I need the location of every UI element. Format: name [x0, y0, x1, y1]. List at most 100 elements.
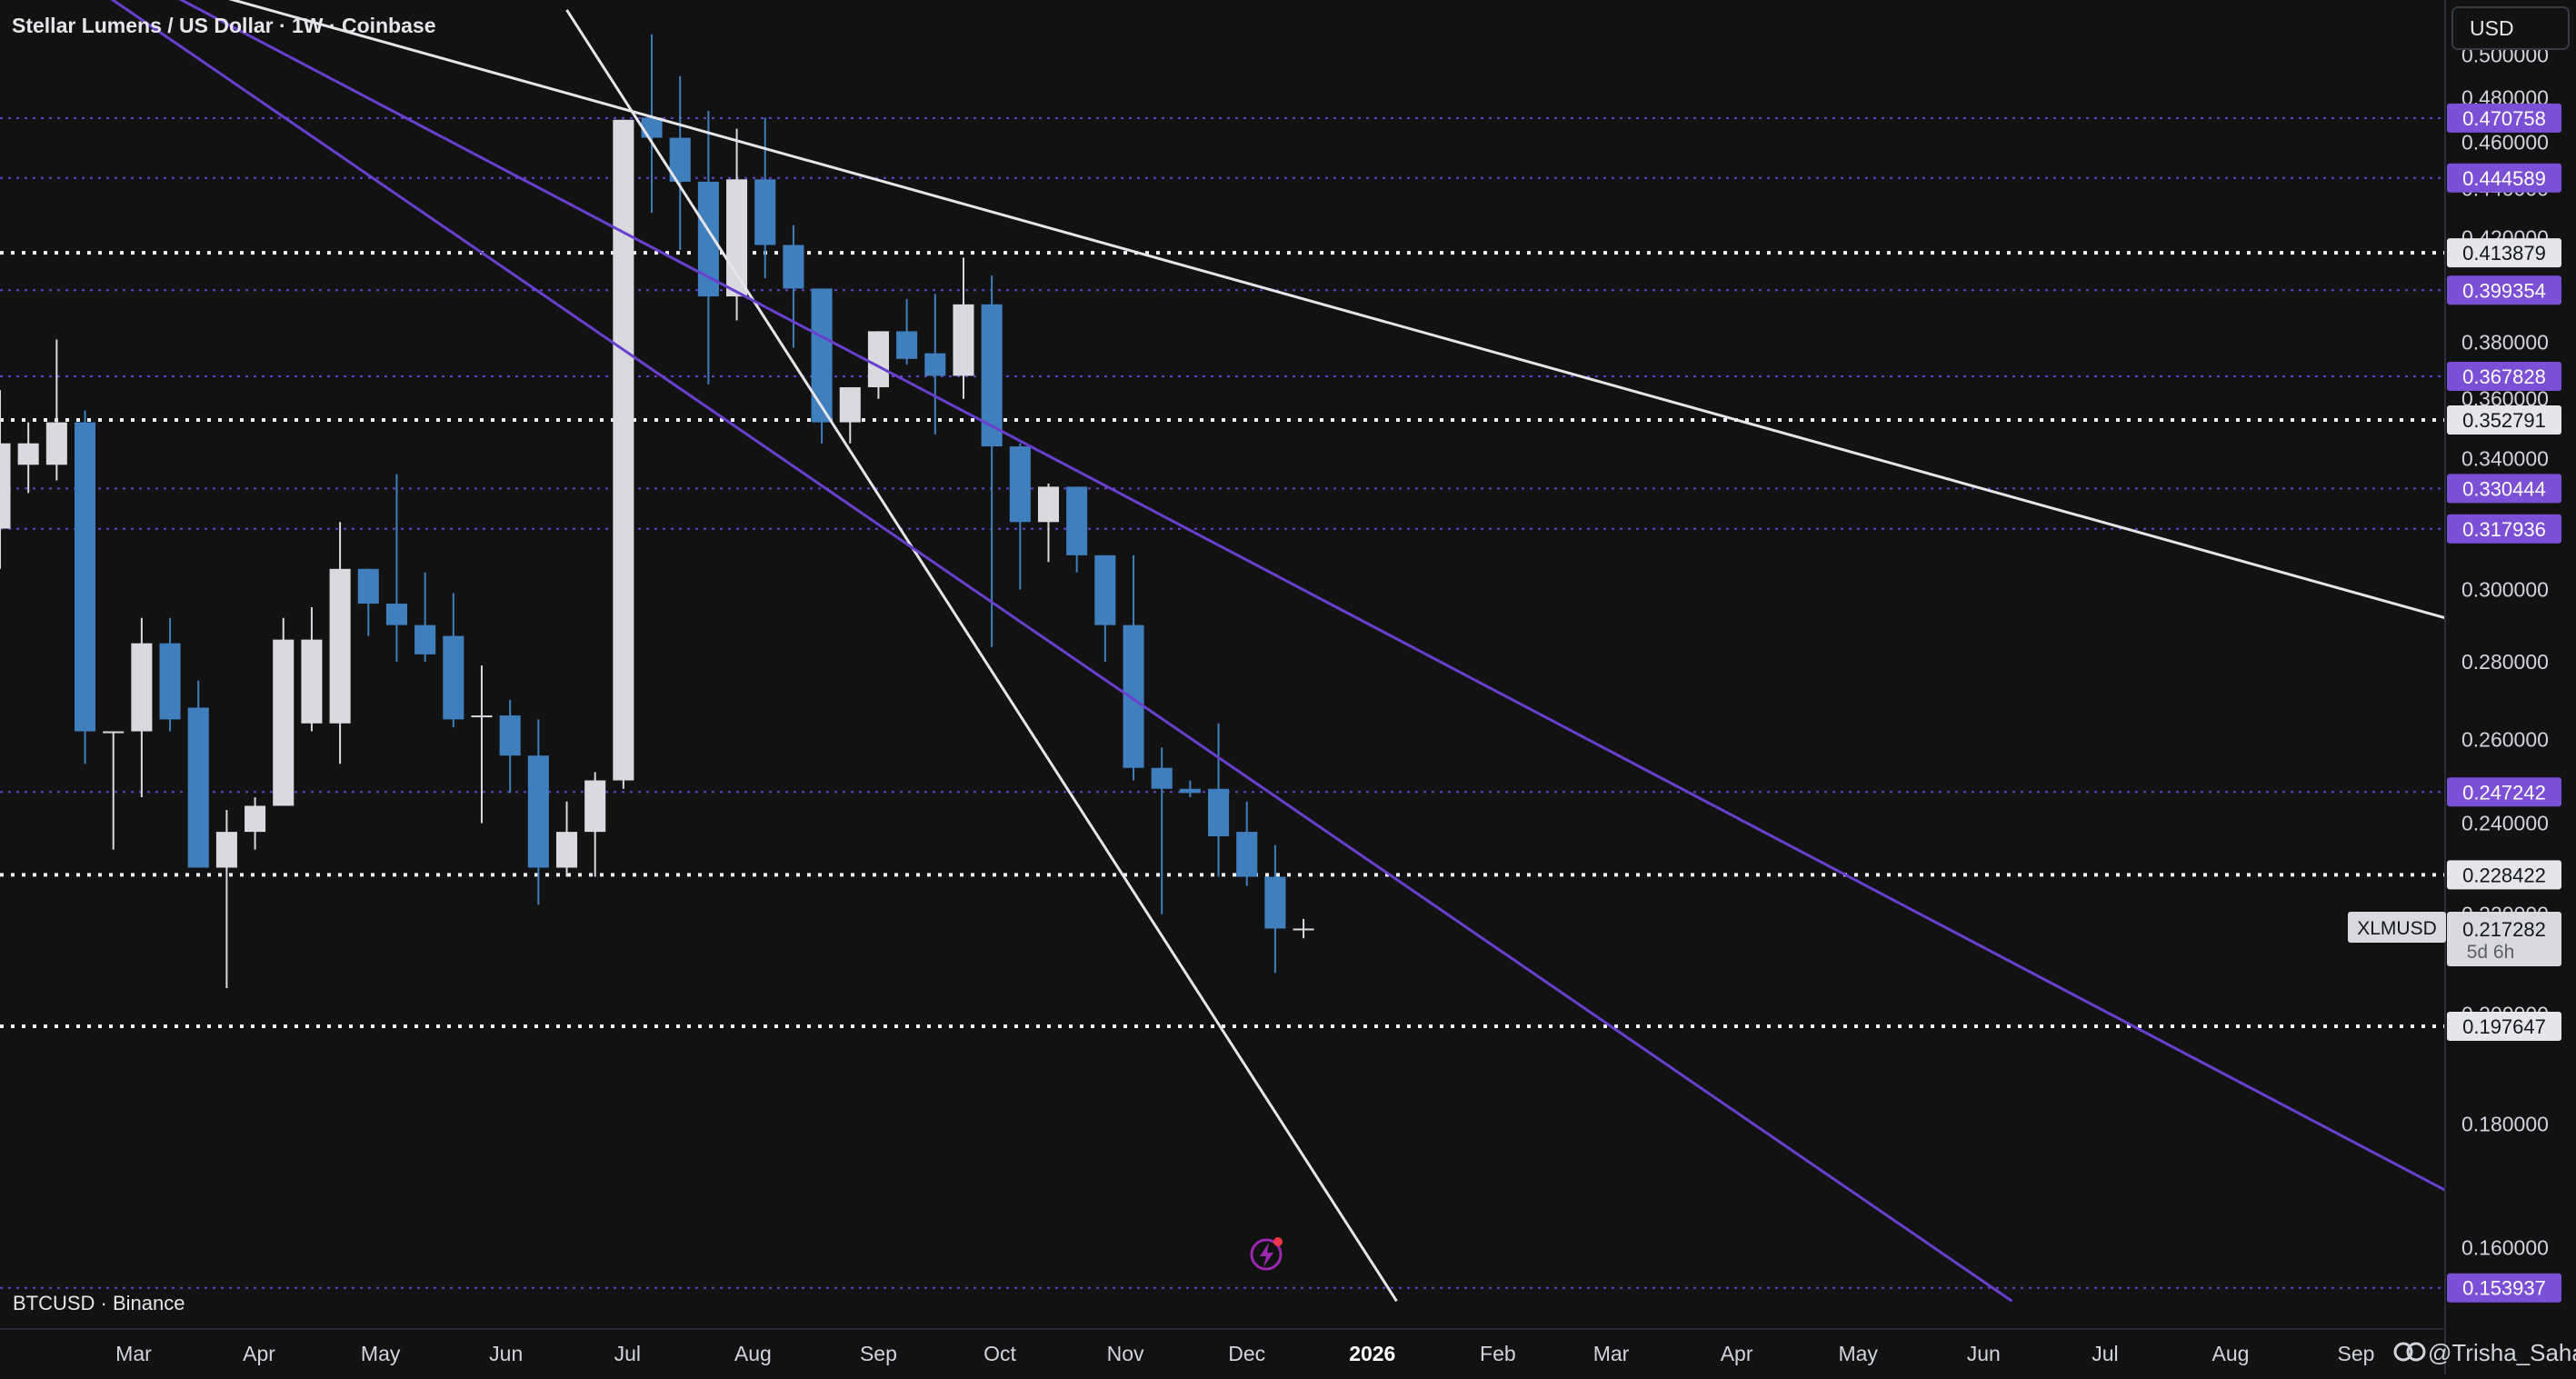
candle-20 [555, 801, 578, 877]
currency-button-frame[interactable] [2451, 6, 2570, 50]
candle-body-6 [159, 643, 181, 720]
watermark: @Trisha_Saha [2393, 1339, 2576, 1366]
candle-body-30 [839, 386, 861, 423]
candle-body-41 [1151, 767, 1173, 789]
candle-body-21 [584, 780, 606, 833]
chart-title: Stellar Lumens / US Dollar · 1W · Coinba… [12, 14, 435, 37]
currency-button-label[interactable]: USD [2470, 16, 2514, 40]
candle-41 [1151, 747, 1173, 914]
candle-body-24 [669, 137, 691, 182]
level-label-bg-9 [2447, 860, 2561, 890]
candle-body-20 [555, 832, 578, 868]
candle-14 [385, 474, 407, 663]
candle-10 [273, 617, 295, 806]
lightning-alert-icon[interactable] [1250, 1237, 1283, 1271]
candle-body-13 [357, 568, 379, 605]
candle-2 [45, 339, 67, 481]
candle-body-40 [1123, 625, 1144, 768]
candle-body-28 [783, 245, 804, 289]
candle-18 [499, 699, 521, 794]
candle-body-43 [1208, 788, 1230, 836]
level-label-5: 0.352791 [2462, 409, 2546, 432]
candle-body-36 [1009, 446, 1031, 523]
candles [0, 34, 1314, 988]
x-tick-label-12: Mar [1593, 1342, 1630, 1365]
level-label-bg-3 [2447, 275, 2561, 305]
currency-button[interactable]: USD [2451, 6, 2570, 50]
candle-44 [1236, 801, 1258, 886]
candle-35 [981, 275, 1003, 647]
candle-17 [471, 665, 493, 824]
x-tick-label-3: Jun [489, 1342, 523, 1365]
candle-45 [1264, 844, 1286, 974]
candle-body-39 [1094, 555, 1116, 625]
candle-body-8 [215, 832, 237, 868]
y-tick-label-6: 0.280000 [2461, 650, 2549, 674]
candle-body-37 [1037, 486, 1060, 523]
x-tick-label-11: Feb [1480, 1342, 1516, 1365]
horizontal-levels [0, 116, 2445, 1289]
x-tick-label-16: Jul [2092, 1342, 2118, 1365]
x-tick-label-0: Mar [115, 1342, 152, 1365]
candle-0 [0, 390, 11, 569]
x-tick-label-7: Oct [983, 1342, 1016, 1365]
candle-34 [953, 257, 974, 399]
level-label-bg-2 [2447, 238, 2561, 268]
candle-30 [839, 386, 861, 444]
overlay-symbol-label: BTCUSD · Binance [13, 1292, 185, 1314]
candle-body-16 [443, 635, 464, 720]
candle-6 [159, 617, 181, 732]
candle-body-2 [45, 422, 67, 465]
candle-body-17 [471, 715, 493, 718]
candle-4 [103, 731, 125, 850]
level-label-10: 0.197647 [2462, 1015, 2546, 1038]
candle-28 [783, 225, 804, 348]
candle-body-4 [103, 731, 125, 734]
y-tick-label-11: 0.380000 [2461, 330, 2549, 354]
trendline-0[interactable] [0, 0, 2446, 620]
candle-body-33 [924, 353, 946, 376]
watermark-text: @Trisha_Saha [2428, 1339, 2576, 1366]
candle-body-11 [301, 639, 323, 724]
candle-42 [1179, 780, 1201, 798]
candle-22 [613, 119, 634, 789]
time-axis[interactable]: Mar Apr May Jun Jul Aug Sep Oct Nov Dec 2026 Feb Mar… [115, 1342, 2374, 1365]
level-label-6: 0.330444 [2462, 477, 2546, 500]
x-tick-label-13: Apr [1721, 1342, 1753, 1365]
level-label-9: 0.228422 [2462, 864, 2546, 886]
candle-body-5 [131, 643, 153, 732]
current-symbol-text: XLMUSD [2357, 918, 2437, 939]
candle-body-15 [414, 625, 436, 655]
x-tick-label-17: Aug [2212, 1342, 2249, 1365]
candle-37 [1037, 483, 1060, 563]
level-label-bg-7 [2447, 514, 2561, 544]
level-label-bg-4 [2447, 361, 2561, 391]
candle-body-46 [1293, 928, 1314, 931]
candle-46 [1293, 918, 1314, 939]
candle-body-34 [953, 304, 974, 376]
candle-7 [187, 680, 209, 868]
x-tick-label-9: Dec [1228, 1342, 1265, 1365]
candle-16 [443, 593, 464, 728]
trendline-2[interactable] [0, 0, 2013, 1303]
level-label-11: 0.153937 [2462, 1277, 2546, 1300]
candle-body-0 [0, 443, 11, 529]
trendline-3[interactable] [8, 0, 2446, 1192]
level-label-8: 0.247242 [2462, 781, 2546, 804]
y-tick-label-1: 0.180000 [2461, 1113, 2549, 1136]
level-label-bg-6 [2447, 474, 2561, 504]
trendline-1[interactable] [565, 9, 1398, 1303]
candle-body-25 [697, 181, 719, 297]
candle-21 [584, 772, 606, 877]
candle-body-12 [329, 568, 351, 724]
current-price-marker: XLMUSD 0.217282 5d 6h [2348, 912, 2561, 966]
candle-38 [1066, 486, 1088, 573]
candle-24 [669, 75, 691, 251]
level-label-bg-8 [2447, 777, 2561, 807]
y-tick-label-9: 0.340000 [2461, 447, 2549, 471]
level-label-bg-11 [2447, 1273, 2561, 1303]
y-tick-label-7: 0.300000 [2461, 578, 2549, 602]
